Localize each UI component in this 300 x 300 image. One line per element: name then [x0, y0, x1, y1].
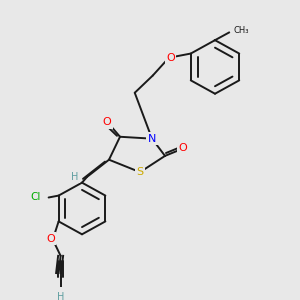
Text: S: S	[136, 167, 144, 177]
Text: CH₃: CH₃	[233, 26, 248, 35]
Text: H: H	[57, 292, 64, 300]
Text: O: O	[167, 53, 175, 63]
Text: Cl: Cl	[30, 193, 40, 202]
Text: O: O	[178, 143, 188, 153]
Text: O: O	[46, 234, 55, 244]
Text: O: O	[103, 117, 111, 128]
Text: H: H	[71, 172, 79, 182]
Text: N: N	[148, 134, 156, 144]
